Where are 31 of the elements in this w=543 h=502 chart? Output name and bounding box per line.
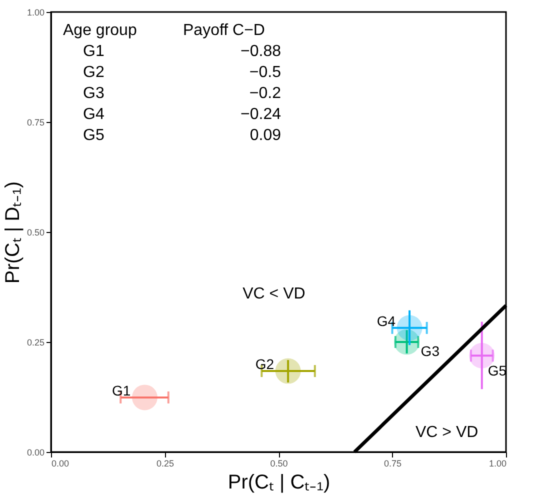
annotation: −0.88: [240, 43, 282, 60]
y-tick-label: 0.75: [26, 118, 44, 128]
annotation: VC > VD: [416, 424, 478, 442]
annotation: G5: [83, 127, 104, 144]
annotation: G3: [83, 85, 104, 102]
y-tick-label: 1.00: [26, 8, 44, 18]
x-tick-label: 0.50: [270, 458, 288, 468]
series-label: G1: [112, 382, 131, 398]
x-tick-label: 0.75: [384, 458, 402, 468]
y-tick-label: 0.00: [26, 448, 44, 458]
series-label: G3: [420, 343, 440, 359]
series-label: G2: [255, 356, 274, 372]
annotation: VC < VD: [242, 286, 306, 303]
annotation: Payoff C−D: [183, 22, 265, 39]
x-axis-title: Pr(Cₜ | Cₜ₋₁): [228, 472, 330, 494]
series-label: G5: [488, 362, 507, 379]
annotation: 0.09: [250, 127, 282, 144]
x-tick-label: 0.25: [156, 458, 174, 468]
annotation: G4: [83, 106, 104, 123]
y-tick-label: 0.25: [26, 338, 44, 348]
annotation: −0.5: [249, 64, 282, 81]
x-tick-label: 1.00: [488, 458, 506, 468]
y-axis-title: Pr(Cₜ | Dₜ₋₁): [2, 181, 24, 284]
x-tick-label: 0.00: [52, 458, 70, 468]
annotation: G1: [83, 43, 104, 60]
annotation: −0.2: [249, 85, 282, 102]
series-label: G4: [376, 312, 396, 329]
annotation: G2: [83, 64, 104, 81]
annotation: −0.24: [240, 106, 282, 123]
annotation: Age group: [63, 22, 137, 39]
y-tick-label: 0.50: [26, 228, 44, 238]
